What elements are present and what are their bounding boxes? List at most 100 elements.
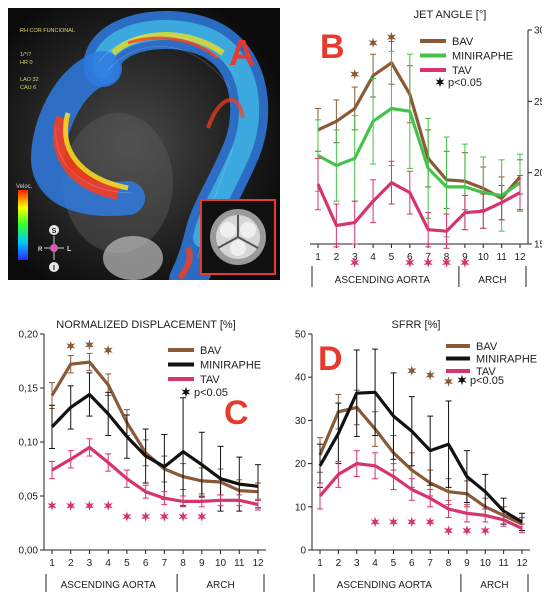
chart-normalized-displacement: NORMALIZED DISPLACEMENT [%] 0,00 0,05 0,10 0… [19,319,266,592]
x-tick-label: 6 [143,558,149,569]
x-tick-label: 7 [427,558,433,569]
x-tick-label: 11 [234,558,245,569]
chart-title: SFRR [%] [392,319,441,331]
y-tick-label: 20 [534,168,542,179]
x-tick-label: 9 [462,252,468,263]
legend-label: BAV [452,36,474,48]
significance-star [462,525,472,536]
colorbar-label: Veloc. [16,184,33,190]
orientation-s: S [52,228,57,235]
series-tav [315,157,523,249]
legend-label: BAV [200,345,222,357]
x-tick-label: 2 [68,558,74,569]
legend-label: MINIRAPHE [476,354,537,366]
significance-star [370,516,380,528]
legend-significance-label: p<0.05 [194,387,228,399]
significance-star [444,525,453,536]
x-tick-label: 6 [409,558,415,569]
y-tick-label: 0 [300,546,306,557]
legend-label: BAV [476,341,498,353]
x-tick-label: 8 [446,558,452,569]
x-tick-label: 1 [317,558,323,569]
significance-star [85,339,94,350]
significance-star [389,516,398,528]
panel-a-header-line: HR 0 [20,60,33,66]
x-tick-label: 11 [498,558,509,569]
orientation-center-icon [50,244,58,252]
y-tick-label: 0,00 [19,546,39,557]
significance-star [423,257,433,268]
significance-star [103,345,113,356]
x-tick-label: 2 [336,558,342,569]
legend-significance-star [435,76,445,88]
x-tick-label: 10 [215,558,227,569]
x-group-label: ARCH [206,580,234,591]
legend-significance-label: p<0.05 [448,77,482,89]
legend-significance-label: p<0.05 [470,375,504,387]
y-tick-label: 0,15 [19,384,39,395]
x-tick-label: 6 [407,252,413,263]
y-tick-label: 25 [534,97,542,108]
x-tick-label: 4 [372,558,378,569]
x-tick-label: 5 [389,252,395,263]
chart-title: JET ANGLE [°] [414,9,487,21]
y-tick-label: 15 [534,240,542,251]
x-tick-label: 10 [478,252,490,263]
x-tick-label: 12 [516,558,528,569]
chart-title: NORMALIZED DISPLACEMENT [%] [56,319,236,331]
significance-star [159,511,169,522]
y-tick-label: 50 [295,330,307,341]
series-tav [317,450,525,534]
x-tick-label: 3 [87,558,93,569]
x-group-label: ARCH [478,275,506,286]
flow-image-panel: Veloc. RH COR FUNCIONAL 1/*/7 HR 0 LAO 3… [8,8,280,280]
y-tick-label: 10 [295,502,307,513]
x-tick-label: 1 [49,558,55,569]
velocity-colorbar [18,190,28,260]
legend-label: TAV [200,374,220,386]
legend-label: MINIRAPHE [200,360,261,372]
panel-a-header-line: 1/*/7 [20,52,31,58]
orientation-l: L [67,246,72,253]
cross-section-inset [200,199,276,275]
legend-label: TAV [476,366,496,378]
legend-significance-star [181,386,191,398]
series-miniraphe [315,50,523,238]
panel-a-header-line: LAO 32 [20,77,39,83]
y-tick-label: 20 [295,459,307,470]
significance-star [66,500,76,511]
series-line [318,390,523,524]
x-tick-label: 7 [162,558,168,569]
significance-star [103,500,113,511]
series-line [317,61,522,200]
significance-star [444,376,453,387]
series-line [51,445,259,507]
x-tick-label: 8 [180,558,186,569]
x-group-label: ASCENDING AORTA [335,275,431,286]
panel-letter-d: D [318,340,343,378]
series-miniraphe [317,348,525,532]
y-tick-label: 0,05 [19,492,39,503]
significance-star [122,511,132,522]
significance-star [141,511,151,522]
x-tick-label: 7 [425,252,431,263]
x-group-label: ARCH [480,580,508,591]
x-tick-label: 3 [354,558,360,569]
significance-star [405,257,415,268]
orientation-i: I [53,265,55,272]
legend-label: TAV [452,65,472,77]
x-group-label: ASCENDING AORTA [61,580,157,591]
significance-star [66,340,76,352]
series-line [50,392,259,488]
x-tick-label: 2 [334,252,340,263]
y-tick-label: 30 [295,416,307,427]
legend-significance-star [457,374,467,386]
aorta-streamline-image: Veloc. RH COR FUNCIONAL 1/*/7 HR 0 LAO 3… [8,8,280,280]
significance-star [368,37,378,48]
significance-star [350,69,360,80]
series-miniraphe [49,372,261,512]
significance-star [480,525,490,536]
significance-star [350,257,360,268]
x-tick-label: 12 [252,558,264,569]
